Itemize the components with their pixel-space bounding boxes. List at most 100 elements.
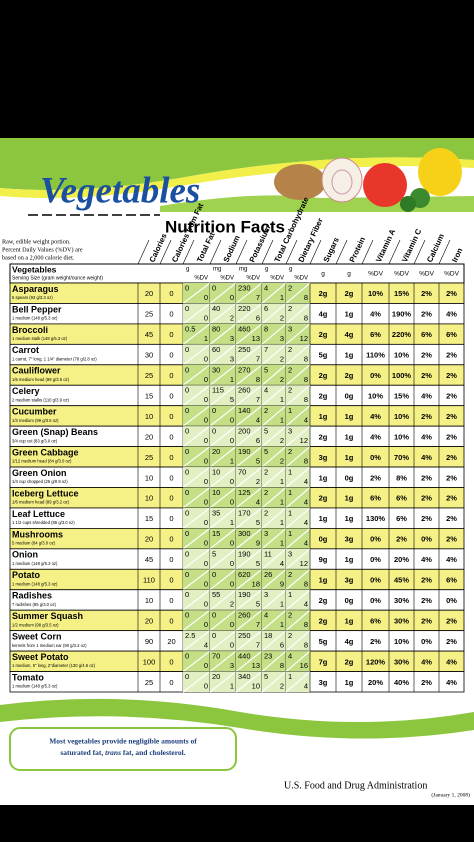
cell-value: 2% [421,596,432,605]
cell-value: 7g [319,657,328,666]
cell-value: 0% [370,596,381,605]
serving-size: 3/4 cup cut (83 g/3.0 oz) [12,438,58,443]
cell-value: 6% [370,616,381,625]
cell-dv: 1 [280,497,284,506]
cell-amount: 2 [264,488,268,497]
cell-value: 2% [446,289,457,298]
cell-diagonal [209,507,237,529]
cell-value: 15% [394,391,409,400]
cell-value: 1g [345,514,354,523]
cell-dv: 8 [280,661,284,670]
cell-value: 2% [421,576,432,585]
cell-diagonal [285,466,311,488]
cell-diagonal [261,405,287,427]
cell-diagonal [182,466,211,488]
cell-diagonal [285,568,311,591]
cell-diagonal [182,446,211,468]
cell-diagonal [285,527,311,550]
cell-value: 0% [370,555,381,564]
cell-value: 0 [169,371,173,380]
cell-value: 2g [345,371,354,380]
unit: %DV [270,276,284,282]
serving-size: 1 1/2 cups shredded (85 g/3.0 oz) [12,520,75,525]
cell-diagonal [285,671,311,693]
cell-dv: 5 [230,395,234,404]
cell-amount: 140 [238,406,251,415]
cell-amount: 0 [185,652,189,661]
cell-dv: 0 [204,354,208,363]
cell-dv: 0 [230,436,234,445]
cell-value: 4g [319,310,328,319]
cell-amount: 250 [238,345,251,354]
unit: g [289,267,292,273]
cell-value: 10 [145,412,153,421]
cell-value: 2% [421,494,432,503]
cell-amount: 60 [212,345,220,354]
cell-dv: 8 [304,641,308,650]
cell-value: 110% [366,351,385,360]
cell-amount: 4 [288,652,292,661]
cell-amount: 3 [288,549,292,558]
vegetable-name: Green Cabbage [12,447,79,457]
cell-dv: 0 [204,477,208,486]
header-divider [309,239,322,265]
cell-value: 2% [446,351,457,360]
cell-dv: 8 [304,293,308,302]
cell-value: 10 [145,596,153,605]
cell-amount: 0.5 [185,324,195,333]
cell-diagonal [261,548,287,570]
cell-value: 5g [319,637,328,646]
vegetable-name: Broccoli [12,325,48,335]
cell-dv: 0 [204,559,208,568]
unit: %DV [444,271,459,278]
cell-diagonal [285,384,311,407]
cell-dv: 3 [280,334,284,343]
cell-value: 2% [446,371,457,380]
cell-amount: 10 [212,488,220,497]
cell-value: 4g [345,330,354,339]
cell-dv: 1 [230,375,234,384]
cell-dv: 5 [256,518,260,527]
cell-value: 2% [370,637,381,646]
cell-value: 0 [169,453,173,462]
cell-value: 2g [319,371,328,380]
serving-size: 1/3 medium (99 g/3.5 oz) [12,418,59,423]
serving-header: Serving Size (gram weight/ounce weight) [12,275,103,281]
cell-dv: 7 [256,395,260,404]
serving-size: 1 medium (148 g/5.3 oz) [12,684,58,689]
cell-dv: 16 [300,661,308,670]
cell-amount: 620 [238,570,251,579]
cell-diagonal [182,364,211,386]
cell-value: 2% [421,616,432,625]
cell-diagonal [285,405,311,427]
cell-diagonal [182,487,211,509]
cell-dv: 8 [304,579,308,588]
serving-size: 1/6 medium head (99 g/3.5 oz) [12,377,70,382]
cell-amount: 35 [212,508,220,517]
cell-value: 4% [421,657,432,666]
cell-dv: 0 [230,416,234,425]
cell-amount: 2 [288,365,292,374]
cell-value: 0% [421,637,432,646]
cell-amount: 0 [185,672,189,681]
cell-dv: 2 [280,436,284,445]
cell-diagonal [182,405,211,427]
cell-diagonal [209,343,237,366]
cell-value: 4% [446,555,457,564]
cell-amount: 0 [185,529,189,538]
cell-diagonal [235,364,263,386]
cell-amount: 115 [212,386,224,395]
cell-diagonal [235,487,263,509]
cell-dv: 1 [280,416,284,425]
cell-value: 4% [421,432,432,441]
cell-amount: 3 [288,427,292,436]
cell-value: 2g [319,596,328,605]
cell-value: 120% [366,657,386,666]
cell-value: 9g [319,555,328,564]
cell-amount: 0 [185,427,189,436]
cell-dv: 3 [230,334,234,343]
cell-diagonal [209,425,237,448]
cell-diagonal [285,282,311,304]
cell-amount: 0 [185,488,189,497]
